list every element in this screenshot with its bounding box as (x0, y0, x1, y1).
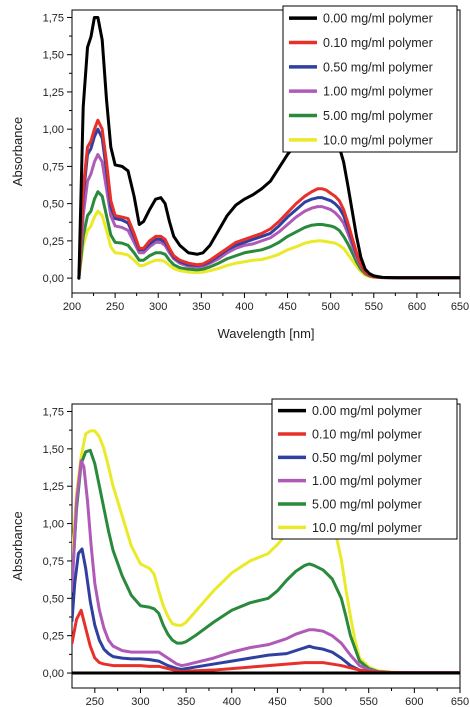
chart-2: 250 300 350 400 450 500 550 600 6500,000,250,500… (10, 398, 469, 707)
legend-label: 0.50 mg/ml polymer (312, 451, 422, 465)
y-tick-label: 1,00 (43, 124, 64, 136)
y-tick-label: 0,50 (43, 593, 64, 605)
legend-label: 1.00 mg/ml polymer (323, 85, 433, 99)
y-tick-label: 1,75 (43, 406, 64, 418)
x-tick-label: 500 (314, 696, 332, 707)
x-axis: 250 300 350 400 450 500 550 600 650 (86, 688, 469, 707)
legend-label: 0.00 mg/ml polymer (323, 12, 433, 26)
y-tick-label: 1,00 (43, 519, 64, 531)
y-tick-label: 1,50 (43, 50, 64, 62)
chart-1: 200 250 300 350 400 450 500 550 600 6500,000,250,… (10, 5, 469, 341)
legend-label: 0.10 mg/ml polymer (312, 428, 422, 442)
legend: 0.00 mg/ml polymer 0.10 mg/ml polymer 0.50… (271, 398, 458, 540)
y-tick-label: 1,25 (43, 87, 64, 99)
x-tick-label: 600 (408, 301, 426, 313)
x-tick-label: 200 (63, 301, 81, 313)
series-line (72, 448, 460, 675)
series-line (72, 608, 460, 675)
x-tick-label: 400 (223, 696, 241, 707)
legend-label: 1.00 mg/ml polymer (312, 474, 422, 488)
y-axis-label: Absorbance (10, 117, 25, 186)
legend-label: 5.00 mg/ml polymer (312, 498, 422, 512)
x-tick-label: 650 (451, 301, 469, 313)
x-tick-label: 550 (365, 301, 383, 313)
x-axis: 200 250 300 350 400 450 500 550 600 650 (63, 293, 469, 313)
series-line (77, 15, 460, 280)
series-line (77, 118, 460, 280)
y-tick-label: 0,00 (43, 273, 64, 285)
y-tick-label: 1,50 (43, 444, 64, 456)
x-tick-label: 450 (268, 696, 286, 707)
y-tick-label: 1,75 (43, 12, 64, 24)
x-tick-label: 500 (321, 301, 339, 313)
legend-box (282, 5, 458, 153)
x-tick-label: 400 (235, 301, 253, 313)
y-tick-label: 0,25 (43, 631, 64, 643)
x-tick-label: 250 (106, 301, 124, 313)
legend-label: 0.10 mg/ml polymer (323, 36, 433, 50)
series-line (77, 152, 460, 280)
x-tick-label: 550 (360, 696, 378, 707)
x-axis-label: Wavelength [nm] (217, 326, 314, 341)
y-tick-label: 0,50 (43, 199, 64, 211)
legend-label: 5.00 mg/ml polymer (323, 109, 433, 123)
legend-label: 0.50 mg/ml polymer (323, 60, 433, 74)
y-tick-label: 1,25 (43, 481, 64, 493)
series-group (72, 429, 460, 675)
y-axis-label: Absorbance (10, 511, 25, 580)
series-group (77, 15, 460, 280)
legend-label: 10.0 mg/ml polymer (312, 521, 422, 535)
x-tick-label: 350 (177, 696, 195, 707)
y-axis: 0,00 0,25 0,50 0,75 1,00 1,25 1,50 1,75 (43, 406, 72, 680)
series-line (72, 429, 460, 675)
y-tick-label: 0,25 (43, 236, 64, 248)
legend-label: 10.0 mg/ml polymer (323, 133, 433, 147)
legend: 0.00 mg/ml polymer 0.10 mg/ml polymer 0.50… (282, 5, 458, 153)
y-tick-label: 0,00 (43, 668, 64, 680)
x-tick-label: 300 (149, 301, 167, 313)
series-line (72, 459, 460, 675)
x-tick-label: 450 (278, 301, 296, 313)
x-tick-label: 350 (192, 301, 210, 313)
series-line (72, 547, 460, 675)
y-tick-label: 0,75 (43, 161, 64, 173)
y-axis: 0,00 0,25 0,50 0,75 1,00 1,25 1,50 1,75 (43, 12, 72, 285)
x-tick-label: 250 (86, 696, 104, 707)
x-tick-label: 650 (451, 696, 469, 707)
x-tick-label: 300 (131, 696, 149, 707)
y-tick-label: 0,75 (43, 556, 64, 568)
x-tick-label: 600 (405, 696, 423, 707)
legend-label: 0.00 mg/ml polymer (312, 404, 422, 418)
legend-box (271, 398, 458, 540)
